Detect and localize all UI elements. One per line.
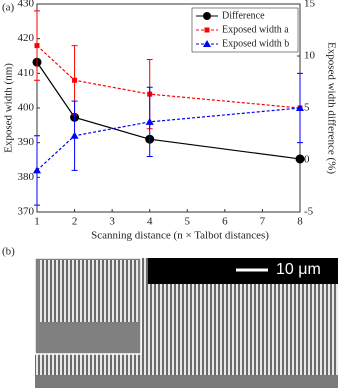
panel-label: (a) xyxy=(2,2,15,14)
y2-tick-label: -5 xyxy=(304,206,314,218)
y-axis-label: Exposed width (nm) xyxy=(3,63,15,153)
legend-label: Exposed width b xyxy=(222,38,289,49)
inset-fins xyxy=(40,260,138,322)
panel-label: (b) xyxy=(2,246,15,258)
y2-axis-label: Exposed width difference (%) xyxy=(325,42,337,174)
y2-tick-label: 15 xyxy=(304,0,316,10)
x-tick-label: 7 xyxy=(260,216,266,228)
y-tick-label: 370 xyxy=(18,206,35,218)
x-tick-label: 8 xyxy=(297,216,303,228)
marker xyxy=(70,131,79,139)
x-tick-label: 5 xyxy=(185,216,191,228)
scale-bar-label: 10 μm xyxy=(276,261,321,278)
series-line xyxy=(36,45,301,109)
substrate xyxy=(35,375,338,388)
marker xyxy=(34,43,40,49)
series-line xyxy=(36,61,301,160)
legend-label: Difference xyxy=(222,10,265,21)
y-tick-label: 420 xyxy=(18,32,35,44)
y-tick-label: 380 xyxy=(18,171,35,183)
marker xyxy=(296,104,304,111)
marker xyxy=(33,166,41,174)
y2-tick-label: 0 xyxy=(304,154,310,166)
y-tick-label: 430 xyxy=(18,0,35,10)
legend-marker xyxy=(203,12,211,20)
marker xyxy=(72,77,78,83)
y-tick-label: 400 xyxy=(18,102,35,114)
x-tick-label: 4 xyxy=(147,216,153,228)
x-tick-label: 1 xyxy=(34,216,40,228)
inset-grating xyxy=(40,260,138,322)
x-tick-label: 3 xyxy=(109,216,115,228)
marker xyxy=(145,117,154,125)
legend-marker xyxy=(203,40,211,47)
sem-image: (b) 10 μm xyxy=(2,246,338,388)
series-line xyxy=(36,107,301,171)
x-tick-label: 6 xyxy=(222,216,228,228)
y2-tick-label: 5 xyxy=(304,102,310,114)
x-axis-label: Scanning distance (n × Talbot distances) xyxy=(91,230,269,242)
y2-tick-label: 10 xyxy=(304,50,316,62)
legend-marker xyxy=(204,27,210,33)
x-tick-label: 2 xyxy=(72,216,78,228)
y-tick-label: 390 xyxy=(18,136,35,148)
legend-label: Exposed width a xyxy=(222,24,289,35)
marker xyxy=(295,154,305,164)
y-tick-label: 410 xyxy=(18,67,35,79)
